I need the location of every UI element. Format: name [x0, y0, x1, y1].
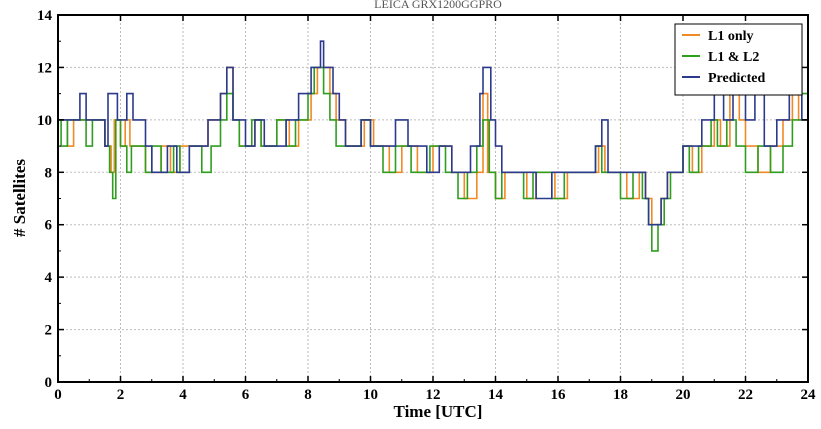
series-line-predicted	[58, 40, 808, 226]
x-tick-label: 10	[363, 387, 378, 403]
y-tick-label: 4	[45, 270, 53, 286]
y-tick-label: 0	[45, 375, 53, 391]
x-axis-title: Time [UTC]	[394, 402, 483, 421]
legend: L1 only L1 & L2 Predicted	[674, 23, 803, 96]
y-tick-label: 12	[37, 60, 52, 76]
y-tick-label: 14	[37, 8, 53, 24]
x-tick-label: 6	[242, 387, 250, 403]
series-layer	[58, 40, 809, 252]
x-tick-label: 14	[488, 387, 504, 403]
legend-label: L1 only	[708, 29, 754, 44]
y-tick-label: 8	[45, 165, 53, 181]
legend-label: Predicted	[708, 71, 765, 86]
x-tick-label: 20	[676, 387, 691, 403]
x-tick-label: 18	[613, 387, 628, 403]
x-tick-label: 2	[117, 387, 125, 403]
y-tick-label: 6	[45, 218, 53, 234]
x-tick-label: 8	[304, 387, 312, 403]
legend-label: L1 & L2	[708, 50, 759, 65]
chart-title: LEICA GRX1200GGPRO	[374, 0, 502, 11]
x-tick-label: 22	[738, 387, 753, 403]
y-tick-label: 2	[45, 323, 53, 339]
x-tick-label: 4	[179, 387, 187, 403]
x-tick-label: 0	[54, 387, 62, 403]
x-tick-label: 24	[801, 387, 817, 403]
x-tick-label: 12	[426, 387, 441, 403]
x-tick-label: 16	[551, 387, 567, 403]
y-tick-label: 10	[37, 113, 52, 129]
y-axis-title: # Satellites	[10, 159, 29, 237]
